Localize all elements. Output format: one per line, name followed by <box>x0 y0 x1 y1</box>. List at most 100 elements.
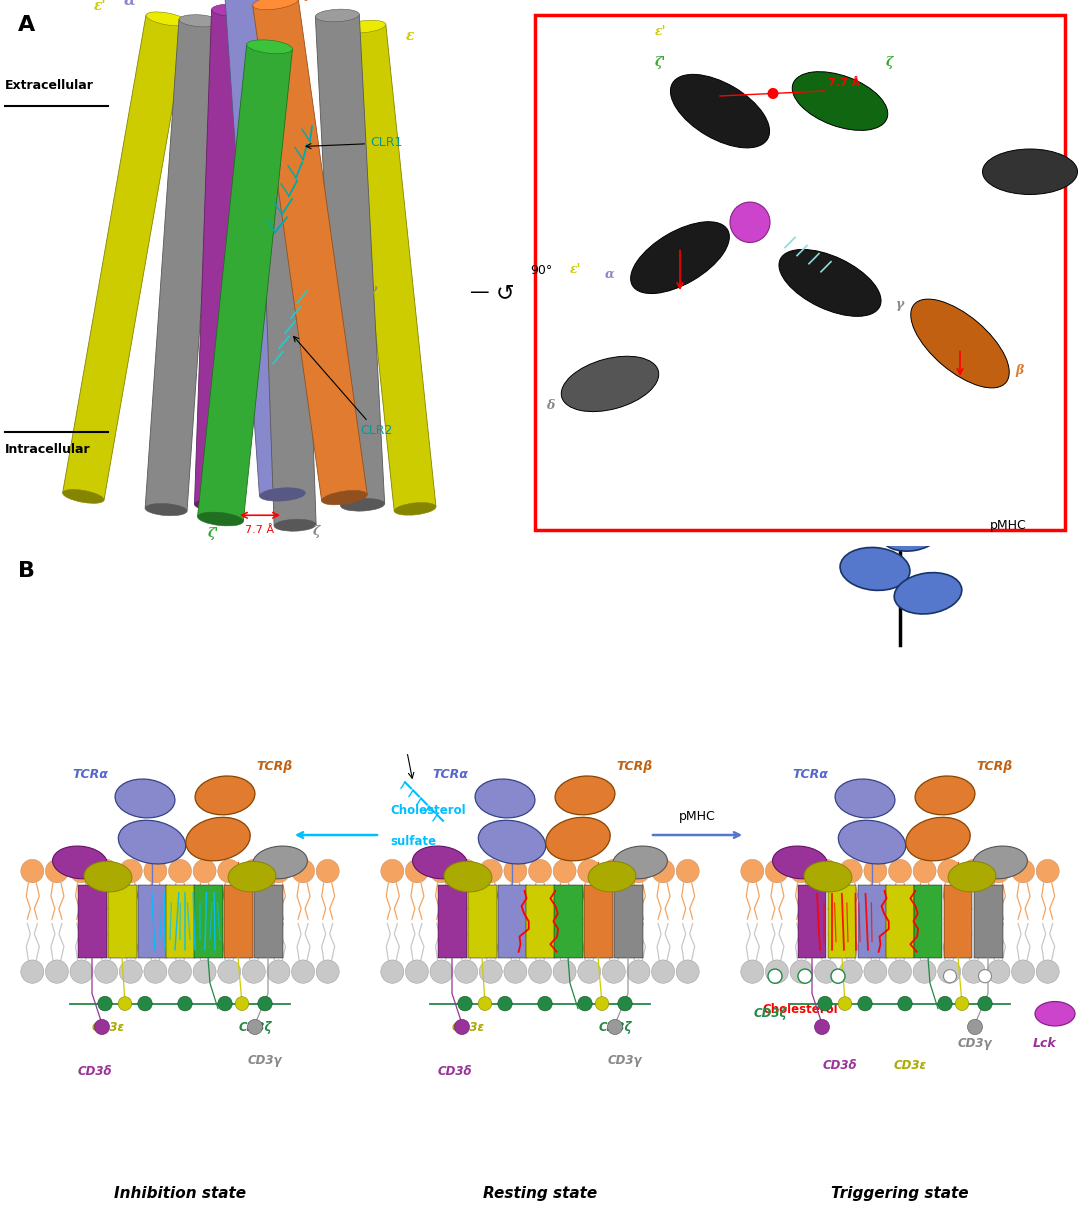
Circle shape <box>607 1019 622 1035</box>
Text: CLR1: CLR1 <box>306 136 403 150</box>
Ellipse shape <box>894 573 962 614</box>
Circle shape <box>193 859 216 883</box>
Circle shape <box>242 859 266 883</box>
Ellipse shape <box>195 776 255 815</box>
Circle shape <box>138 997 152 1011</box>
Circle shape <box>70 960 93 983</box>
Circle shape <box>430 960 453 983</box>
Bar <box>224 885 253 958</box>
Circle shape <box>504 859 527 883</box>
Ellipse shape <box>779 249 881 316</box>
Circle shape <box>144 960 167 983</box>
Text: ζ': ζ' <box>207 527 218 541</box>
Ellipse shape <box>545 818 610 861</box>
Ellipse shape <box>475 779 535 818</box>
Ellipse shape <box>671 75 770 148</box>
Circle shape <box>839 859 862 883</box>
Circle shape <box>118 997 132 1010</box>
Circle shape <box>1012 960 1035 983</box>
Circle shape <box>651 859 675 883</box>
Bar <box>258 55 316 526</box>
Circle shape <box>553 960 576 983</box>
Bar <box>858 885 887 958</box>
Bar <box>613 885 643 958</box>
Bar <box>437 885 467 958</box>
Bar <box>165 885 194 958</box>
Circle shape <box>766 859 788 883</box>
Circle shape <box>168 960 191 983</box>
Text: sulfate: sulfate <box>390 835 436 848</box>
Circle shape <box>478 997 491 1010</box>
Text: Resting state: Resting state <box>483 1186 597 1201</box>
Circle shape <box>1036 859 1059 883</box>
Ellipse shape <box>246 40 293 54</box>
Circle shape <box>235 997 248 1010</box>
Bar <box>63 15 187 500</box>
Bar <box>583 885 612 958</box>
Circle shape <box>258 997 272 1011</box>
Circle shape <box>955 997 969 1010</box>
Text: B: B <box>18 560 35 581</box>
Circle shape <box>267 960 289 983</box>
Ellipse shape <box>322 490 367 505</box>
Circle shape <box>218 960 241 983</box>
Circle shape <box>1036 960 1059 983</box>
Bar <box>973 885 1002 958</box>
Ellipse shape <box>1035 1002 1075 1026</box>
Text: 90°: 90° <box>530 265 552 277</box>
Circle shape <box>578 960 600 983</box>
Circle shape <box>814 859 838 883</box>
Text: CD3ε: CD3ε <box>92 1021 124 1034</box>
Ellipse shape <box>345 21 386 33</box>
Circle shape <box>814 960 838 983</box>
Circle shape <box>864 960 887 983</box>
Circle shape <box>913 859 936 883</box>
Ellipse shape <box>840 548 910 591</box>
Circle shape <box>316 859 339 883</box>
Text: CD3ε: CD3ε <box>893 1059 927 1073</box>
Bar <box>78 885 107 958</box>
Circle shape <box>944 970 957 983</box>
Circle shape <box>791 859 813 883</box>
Circle shape <box>193 960 216 983</box>
Text: TCRα: TCRα <box>72 767 108 781</box>
Circle shape <box>498 997 512 1011</box>
Circle shape <box>480 859 502 883</box>
Circle shape <box>902 392 924 416</box>
Circle shape <box>603 859 625 883</box>
Circle shape <box>119 960 143 983</box>
Bar <box>254 885 283 958</box>
Text: TCRβ: TCRβ <box>617 760 653 774</box>
Bar <box>194 10 256 506</box>
Circle shape <box>168 859 191 883</box>
Circle shape <box>1005 493 1028 516</box>
Circle shape <box>267 859 289 883</box>
Circle shape <box>928 493 950 516</box>
Text: 7.7 Å: 7.7 Å <box>828 77 861 88</box>
Text: pMHC: pMHC <box>679 810 716 823</box>
Ellipse shape <box>315 9 360 22</box>
Text: pMHC: pMHC <box>990 519 1027 532</box>
Circle shape <box>928 392 950 416</box>
Ellipse shape <box>838 820 906 864</box>
Circle shape <box>962 859 985 883</box>
Text: α: α <box>124 0 136 9</box>
Ellipse shape <box>413 846 468 879</box>
Ellipse shape <box>258 50 300 61</box>
Bar <box>914 885 943 958</box>
Circle shape <box>968 1019 983 1035</box>
Circle shape <box>839 960 862 983</box>
Ellipse shape <box>562 357 659 412</box>
Circle shape <box>838 997 852 1010</box>
Text: ζ: ζ <box>313 526 321 538</box>
Circle shape <box>21 859 44 883</box>
Bar <box>198 44 293 521</box>
Text: TCRβ: TCRβ <box>977 760 1013 774</box>
Circle shape <box>818 997 833 1011</box>
Circle shape <box>45 960 68 983</box>
Ellipse shape <box>612 846 667 879</box>
Bar <box>498 885 527 958</box>
Bar <box>535 15 1065 531</box>
Circle shape <box>578 859 600 883</box>
Circle shape <box>578 997 592 1011</box>
